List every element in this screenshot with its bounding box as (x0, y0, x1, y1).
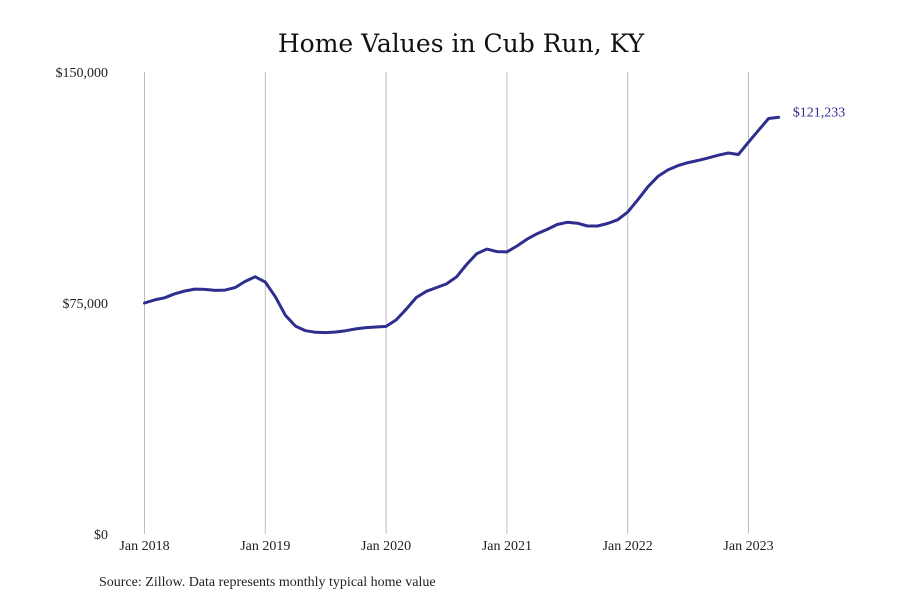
y-tick-label: $150,000 (56, 66, 109, 81)
x-axis-ticks: Jan 2018 Jan 2019 Jan 2020 Jan 2021 Jan 2022… (119, 539, 773, 554)
x-tick-label: Jan 2020 (361, 539, 411, 554)
x-tick-label: Jan 2018 (119, 539, 169, 554)
x-tick-label: Jan 2019 (240, 539, 290, 554)
x-tick-label: Jan 2022 (603, 539, 653, 554)
gridlines (144, 72, 749, 534)
last-value-label: $121,233 (793, 105, 846, 120)
home-value-line (143, 115, 781, 335)
y-axis-ticks: $0 $75,000 $150,000 (56, 66, 109, 543)
chart-title: Home Values in Cub Run, KY (278, 29, 645, 58)
y-tick-label: $0 (94, 528, 108, 543)
x-tick-label: Jan 2021 (482, 539, 532, 554)
source-note: Source: Zillow. Data represents monthly … (99, 575, 436, 590)
y-tick-label: $75,000 (63, 297, 109, 312)
x-tick-label: Jan 2023 (723, 539, 773, 554)
